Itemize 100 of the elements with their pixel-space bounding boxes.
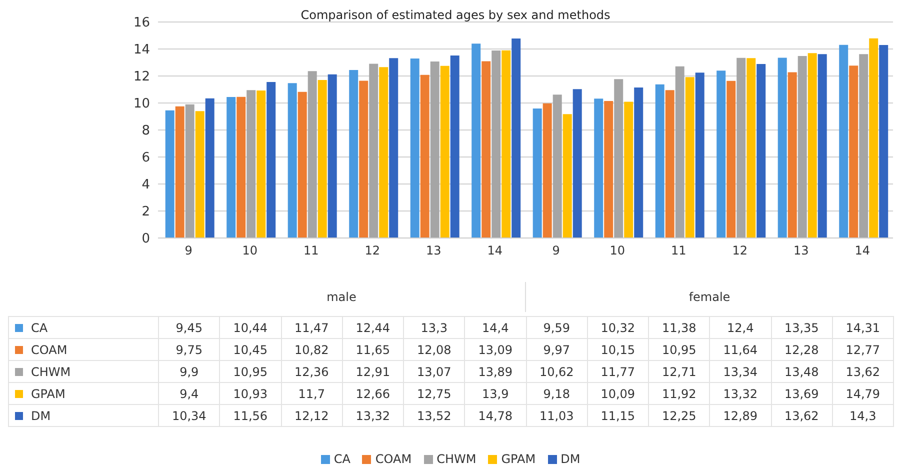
bar: [614, 79, 624, 238]
data-label: 14,4: [464, 316, 526, 338]
bar: [604, 100, 614, 238]
x-tick-label: 13: [426, 244, 442, 258]
bar: [665, 90, 674, 238]
data-label: 12,75: [404, 382, 465, 404]
bar: [798, 56, 807, 238]
bar: [440, 66, 450, 238]
bar: [246, 90, 256, 238]
data-label: 13,69: [771, 382, 832, 404]
data-label: 11,15: [587, 404, 648, 426]
x-tick-label: 14: [487, 244, 503, 258]
data-label: 13,48: [771, 360, 832, 382]
bar: [165, 110, 174, 238]
data-label: 12,36: [281, 360, 342, 382]
x-tick-label: 12: [732, 244, 748, 258]
bar: [685, 77, 694, 238]
bar: [552, 94, 562, 238]
text: female: [525, 282, 893, 312]
bar: [532, 108, 542, 238]
data-label: 13,3: [404, 316, 465, 338]
data-label: 9,59: [526, 316, 588, 338]
bar: [572, 89, 582, 238]
bar: [318, 80, 327, 238]
bar: [675, 66, 684, 238]
bar: [778, 58, 787, 238]
text: male: [326, 289, 358, 306]
data-label: 10,95: [220, 360, 281, 382]
data-label: 9,97: [526, 338, 588, 360]
data-label: 14,78: [464, 404, 526, 426]
data-label: 11,56: [220, 404, 281, 426]
data-label: 12,89: [710, 404, 771, 426]
bar: [389, 58, 398, 238]
y-tick-label: 4: [142, 178, 150, 193]
x-tick-label: 10: [610, 244, 626, 258]
text: CHWM: [436, 452, 476, 466]
y-tick-label: 2: [142, 204, 150, 220]
x-tick-label: 14: [854, 244, 870, 258]
bar: [450, 55, 460, 238]
bar: [655, 84, 664, 238]
data-label: 12,28: [771, 338, 832, 360]
data-label: 14,3: [832, 404, 894, 426]
legend-label: GPAM: [8, 382, 158, 404]
bar: [410, 58, 420, 238]
data-label: 13,32: [342, 404, 404, 426]
data-label: 10,15: [587, 338, 648, 360]
data-label: 12,71: [648, 360, 710, 382]
data-label: 9,45: [158, 316, 220, 338]
data-label: 12,77: [832, 338, 894, 360]
legend-label: CHWM: [8, 360, 158, 382]
data-label: 13,9: [464, 382, 526, 404]
bar: [594, 98, 604, 238]
data-label: 11,92: [648, 382, 710, 404]
data-label: 11,65: [342, 338, 404, 360]
data-label: 13,52: [404, 404, 465, 426]
data-label: 13,62: [771, 404, 832, 426]
x-tick-label: 10: [242, 244, 258, 258]
bar: [746, 58, 756, 238]
bar: [226, 97, 236, 238]
bar: [195, 111, 204, 238]
bar: [288, 83, 297, 238]
data-label: 10,44: [220, 316, 281, 338]
bar: [726, 80, 736, 238]
bar: [308, 71, 317, 238]
data-label: 12,25: [648, 404, 710, 426]
data-label: 10,45: [220, 338, 281, 360]
bar: [472, 44, 481, 238]
bar: [420, 74, 430, 238]
legend-label: DM: [560, 452, 580, 466]
data-label: 10,32: [587, 316, 648, 338]
bar: [869, 38, 878, 238]
bar: [266, 82, 276, 238]
data-label: 11,7: [281, 382, 342, 404]
y-tick-label: 10: [133, 96, 150, 112]
bar: [379, 67, 388, 238]
data-label: 13,32: [710, 382, 771, 404]
y-tick-label: 12: [133, 70, 150, 85]
bar: [430, 62, 440, 238]
data-label: 13,62: [832, 360, 894, 382]
data-label: 10,09: [587, 382, 648, 404]
data-label: 10,82: [281, 338, 342, 360]
data-label: 9,18: [526, 382, 588, 404]
bar: [349, 70, 358, 238]
bar: [256, 90, 266, 238]
bar: [716, 70, 726, 238]
data-label: 11,38: [648, 316, 710, 338]
bar: [736, 58, 746, 238]
data-label: 10,93: [220, 382, 281, 404]
text: CA: [334, 452, 350, 466]
text: DM: [31, 408, 51, 422]
bar: [624, 102, 634, 238]
bar: [756, 64, 766, 238]
text: COAM: [375, 452, 412, 466]
data-label: 11,64: [710, 338, 771, 360]
y-tick-label: 14: [133, 42, 150, 58]
x-tick-label: 13: [793, 244, 809, 258]
y-tick-label: 8: [142, 124, 150, 139]
data-label: 14,31: [832, 316, 894, 338]
bar: [482, 61, 491, 238]
y-tick-label: 16: [133, 16, 150, 31]
